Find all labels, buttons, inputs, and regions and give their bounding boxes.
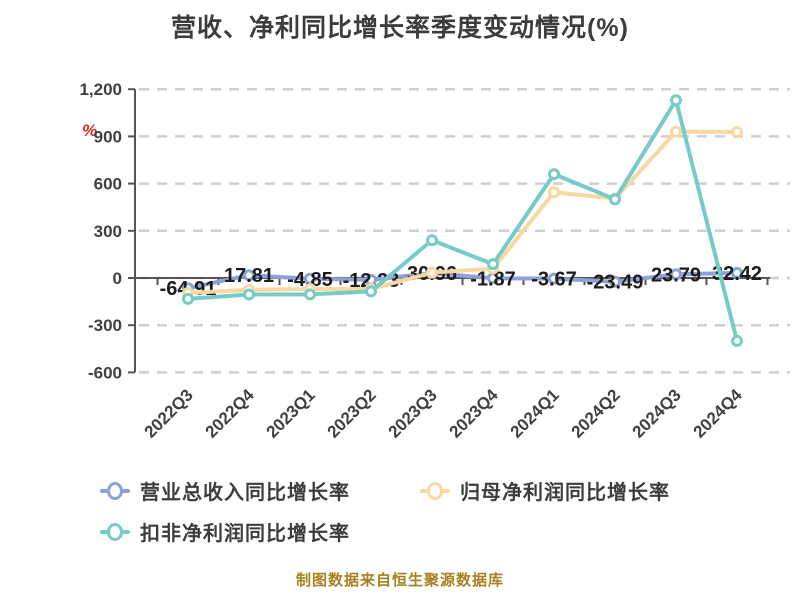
data-label: 17.81 xyxy=(224,265,274,287)
data-label: 32.42 xyxy=(712,263,762,285)
series-point[interactable] xyxy=(609,193,621,206)
series-point[interactable] xyxy=(670,268,682,281)
data-label: -4.85 xyxy=(287,269,333,291)
x-tick-label: 2023Q3 xyxy=(385,385,441,441)
y-tick-label: 0 xyxy=(113,269,122,288)
series-line-0 xyxy=(186,270,739,291)
series-point[interactable] xyxy=(731,266,743,279)
y-tick-label: -300 xyxy=(88,316,122,335)
data-label: -3.67 xyxy=(531,269,577,291)
series-point[interactable] xyxy=(609,275,621,288)
y-tick-label: 1,200 xyxy=(79,80,122,99)
y-tick-label: -600 xyxy=(88,363,122,382)
x-tick-label: 2022Q4 xyxy=(202,385,259,442)
x-tick-label: 2023Q2 xyxy=(324,385,380,441)
legend-item-net-profit-growth[interactable]: 归母净利润同比增长率 xyxy=(420,476,740,505)
x-tick-label: 2024Q4 xyxy=(690,385,747,442)
series-point[interactable] xyxy=(487,258,499,271)
series-point[interactable] xyxy=(548,168,560,181)
legend: 营业总收入同比增长率 归母净利润同比增长率 扣非净利润同比增长率 xyxy=(100,476,760,546)
y-axis-unit-label: % xyxy=(82,121,98,140)
series-point[interactable] xyxy=(304,288,316,301)
series-line-1 xyxy=(186,129,739,295)
x-tick-label: 2024Q2 xyxy=(568,385,624,441)
data-label: -1.87 xyxy=(470,268,516,290)
legend-item-revenue-growth[interactable]: 营业总收入同比增长率 xyxy=(100,476,420,505)
legend-line-dot-icon xyxy=(100,522,130,541)
series-point[interactable] xyxy=(426,266,438,279)
series-point[interactable] xyxy=(426,234,438,247)
x-tick-label: 2023Q4 xyxy=(446,385,503,442)
series-point[interactable] xyxy=(365,285,377,298)
x-tick-label: 2023Q1 xyxy=(263,385,319,441)
series-point[interactable] xyxy=(731,334,743,347)
series-point[interactable] xyxy=(243,288,255,301)
x-tick-label: 2024Q3 xyxy=(629,385,685,441)
series-point[interactable] xyxy=(670,125,682,138)
y-tick-label: 300 xyxy=(94,222,122,241)
series-point[interactable] xyxy=(548,272,560,285)
legend-line-dot-icon xyxy=(420,481,450,500)
data-source-note: 制图数据来自恒生聚源数据库 xyxy=(295,572,504,589)
legend-label: 营业总收入同比增长率 xyxy=(140,482,350,504)
series-point[interactable] xyxy=(670,94,682,107)
legend-label: 归母净利润同比增长率 xyxy=(460,482,670,504)
y-tick-label: 600 xyxy=(94,175,122,194)
data-label: 23.79 xyxy=(651,264,701,286)
legend-line-dot-icon xyxy=(100,481,130,500)
x-tick-label: 2024Q1 xyxy=(507,385,563,441)
chart-title: 营收、净利同比增长率季度变动情况(%) xyxy=(171,14,629,42)
data-label: -23.49 xyxy=(587,272,644,294)
legend-item-non-gaap-profit-growth[interactable]: 扣非净利润同比增长率 xyxy=(100,517,420,546)
series-point[interactable] xyxy=(243,269,255,282)
series-point[interactable] xyxy=(548,186,560,199)
series-point[interactable] xyxy=(182,292,194,305)
legend-label: 扣非净利润同比增长率 xyxy=(140,523,350,545)
y-tick-label: 900 xyxy=(94,127,122,146)
x-tick-label: 2022Q3 xyxy=(141,385,197,441)
series-line-2 xyxy=(186,98,739,343)
series-point[interactable] xyxy=(731,125,743,138)
